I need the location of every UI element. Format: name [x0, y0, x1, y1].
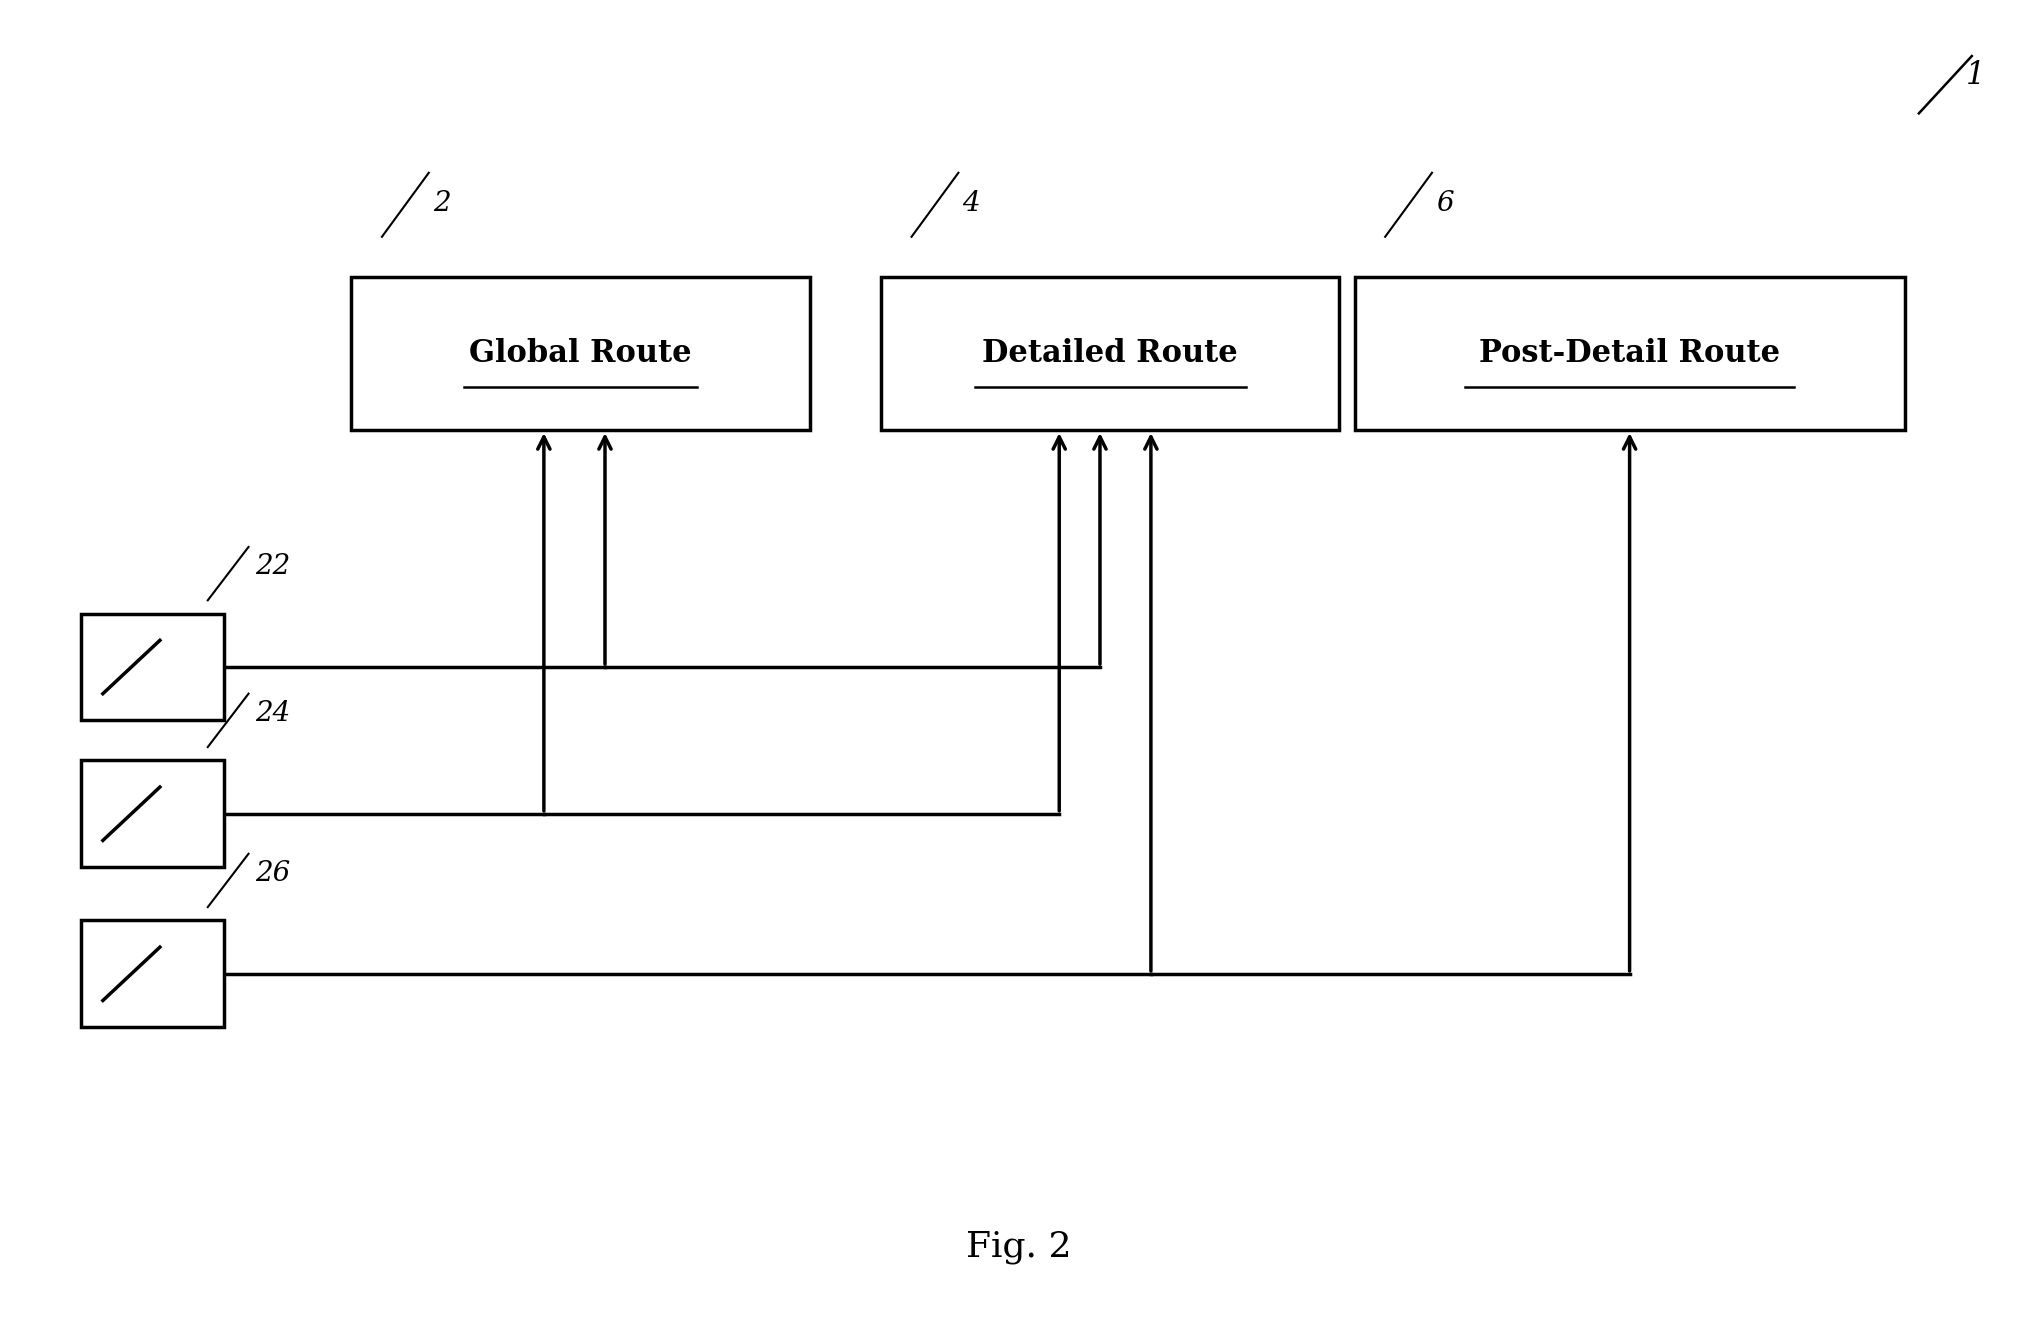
Bar [81, 920, 224, 1027]
Text: 4: 4 [964, 189, 980, 216]
Text: Post-Detail Route: Post-Detail Route [1479, 338, 1780, 370]
Bar [880, 277, 1340, 430]
Bar [350, 277, 809, 430]
Text: 2: 2 [432, 189, 450, 216]
Bar [1355, 277, 1905, 430]
Text: Detailed Route: Detailed Route [982, 338, 1238, 370]
Text: 6: 6 [1436, 189, 1454, 216]
Text: Fig. 2: Fig. 2 [966, 1230, 1071, 1265]
Text: 22: 22 [255, 554, 289, 580]
Text: 24: 24 [255, 700, 289, 727]
Bar [81, 614, 224, 720]
Bar [81, 760, 224, 867]
Text: Global Route: Global Route [469, 338, 693, 370]
Text: 1: 1 [1966, 60, 1986, 91]
Text: 26: 26 [255, 860, 289, 887]
